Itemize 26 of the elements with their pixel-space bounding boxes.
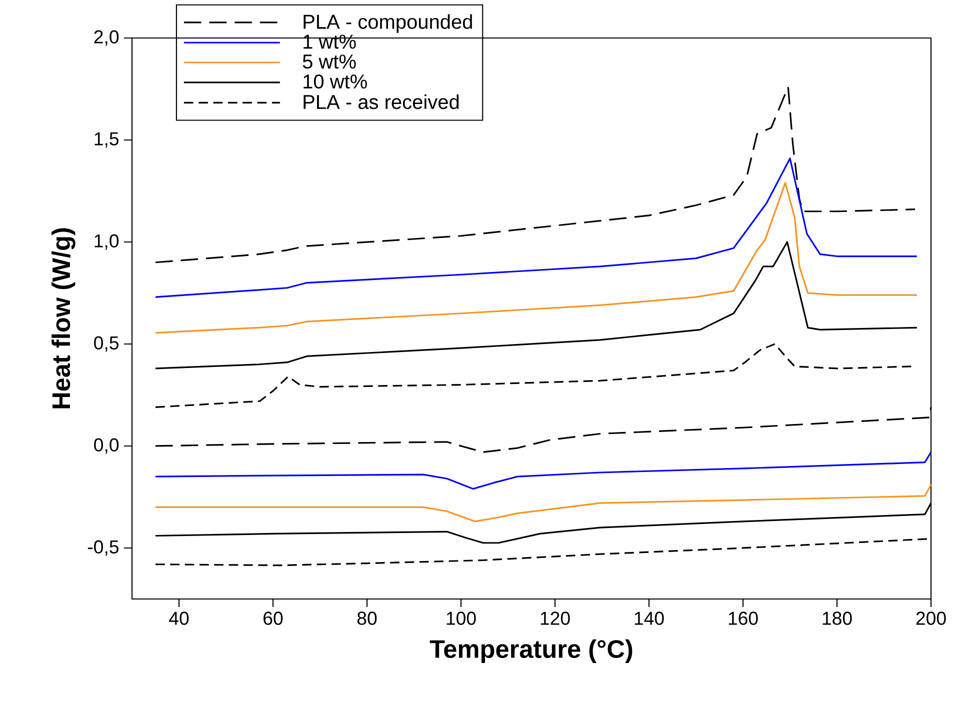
y-tick-label: 1,5 — [94, 132, 119, 148]
y-tick-label: -0,5 — [88, 540, 119, 556]
legend-label: 5 wt% — [302, 54, 356, 69]
line-series — [154, 343, 913, 408]
x-tick-label: 80 — [357, 612, 377, 625]
line-series — [154, 451, 932, 490]
y-axis-title: Heat flow (W/g) — [52, 228, 76, 408]
x-tick-label: 120 — [540, 612, 570, 625]
legend-label: PLA - compounded — [304, 14, 472, 33]
line-series — [154, 241, 918, 370]
y-tick-label: 0,5 — [94, 336, 119, 352]
legend-label: PLA - as received — [304, 94, 459, 110]
x-tick-label: 180 — [822, 612, 852, 625]
line-series — [154, 158, 918, 298]
legend-label: 10 wt% — [304, 74, 367, 89]
line-series — [154, 182, 918, 334]
y-tick-label: 0,0 — [94, 438, 119, 454]
x-tick-label: 200 — [916, 612, 946, 625]
x-tick-label: 160 — [728, 612, 758, 625]
x-tick-label: 40 — [169, 612, 189, 625]
y-tick-label: 2,0 — [94, 30, 119, 46]
x-tick-label: 100 — [446, 612, 476, 625]
x-axis-title: Temperature (°C) — [430, 639, 632, 664]
y-tick-label: 1,0 — [94, 234, 119, 250]
x-tick-label: 60 — [264, 612, 283, 625]
x-tick-label: 140 — [634, 612, 664, 625]
